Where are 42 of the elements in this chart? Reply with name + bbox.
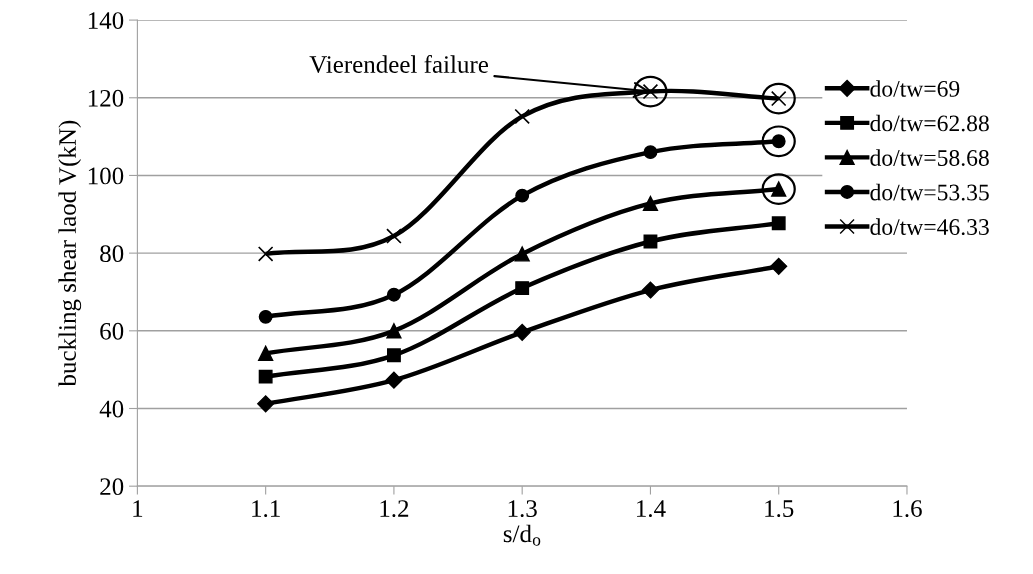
point <box>770 257 788 275</box>
point <box>643 145 658 160</box>
point <box>258 309 273 324</box>
point <box>641 281 659 299</box>
point <box>385 371 403 389</box>
point <box>514 108 530 125</box>
y-tick-label: 20 <box>100 478 124 496</box>
point <box>257 246 274 262</box>
point <box>514 246 530 262</box>
y-tick-label: 40 <box>99 400 124 418</box>
point <box>258 345 274 361</box>
x-tick-label: 1.4 <box>637 500 666 518</box>
point <box>771 216 786 231</box>
y-tick-label: 100 <box>88 167 124 185</box>
y-tick-label: 80 <box>100 245 124 263</box>
annotation: Vierendeel failure <box>309 55 488 74</box>
y-tick-label: 140 <box>88 12 124 30</box>
y-tick-label: 60 <box>100 322 124 340</box>
y-axis-title: buckling shear laod V(kN) <box>58 120 82 387</box>
x-axis-title: s/d$_{o}$ <box>503 524 541 546</box>
point <box>257 395 275 413</box>
point <box>642 195 659 212</box>
point <box>513 323 531 341</box>
x-tick-label: 1.1 <box>252 500 280 518</box>
x-tick-label: 1 <box>133 500 143 517</box>
point <box>386 348 401 363</box>
point <box>515 281 530 296</box>
x-tick-label: 1.6 <box>893 500 922 518</box>
point <box>258 369 273 384</box>
y-tick-label: 120 <box>88 89 124 107</box>
point <box>386 228 402 244</box>
legend-label: do/tw=53.35 <box>870 183 989 201</box>
legend-label: do/tw=46.33 <box>870 218 989 236</box>
point <box>515 188 530 203</box>
legend-label: do/tw=58.68 <box>870 149 989 166</box>
legend-label: do/tw=69 <box>870 80 960 97</box>
x-tick-label: 1.2 <box>380 500 409 518</box>
legend-label: do/tw=62.88 <box>870 114 989 132</box>
x-tick-label: 1.5 <box>765 500 794 518</box>
x-tick-label: 1.3 <box>508 500 537 518</box>
point <box>386 323 402 339</box>
point <box>386 287 401 302</box>
